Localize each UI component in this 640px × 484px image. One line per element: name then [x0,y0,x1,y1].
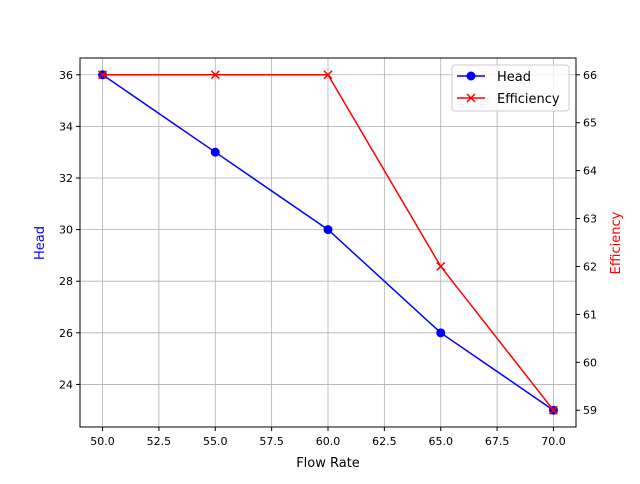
x-tick-label: 55.0 [203,435,228,448]
y-tick-label: 34 [59,120,73,133]
x-tick-label: 60.0 [316,435,341,448]
y-axis-right: 59 60 61 62 63 64 65 66 [576,69,597,417]
x-tick-label: 52.5 [147,435,172,448]
y-axis-left: 24 26 28 30 32 34 36 [59,69,80,391]
x-tick-label: 62.5 [372,435,397,448]
x-axis-label: Flow Rate [296,456,360,471]
circle-marker-icon [466,71,476,81]
legend-label-head: Head [497,70,531,85]
y-tick-label: 28 [59,275,73,288]
y2-tick-label: 64 [583,165,597,178]
legend-label-efficiency: Efficiency [497,92,560,107]
x-tick-label: 57.5 [259,435,284,448]
data-point [323,70,333,80]
y-axis-label: Head [33,226,48,260]
x-tick-label: 70.0 [541,435,566,448]
y-tick-label: 30 [59,224,73,237]
data-point [98,70,108,80]
x-tick-label: 50.0 [90,435,115,448]
y2-tick-label: 66 [583,69,597,82]
x-tick-label: 65.0 [428,435,453,448]
y-tick-label: 36 [59,69,73,82]
data-point [210,70,220,80]
legend: Head Efficiency [451,64,570,112]
y2-tick-label: 62 [583,260,597,273]
data-point [436,261,446,271]
data-point [210,147,220,157]
x-marker-icon [466,93,476,103]
y2-tick-label: 60 [583,356,597,369]
x-tick-label: 67.5 [485,435,510,448]
data-point [323,225,333,235]
data-point [548,405,558,415]
y2-tick-label: 61 [583,308,597,321]
data-point [436,328,446,338]
x-axis: 50.0 52.5 55.0 57.5 60.0 62.5 65.0 67.5 70.0 [90,427,566,448]
y-tick-label: 26 [59,327,73,340]
series [98,70,558,415]
y-tick-label: 24 [59,378,73,391]
y2-tick-label: 59 [583,404,597,417]
y2-tick-label: 65 [583,117,597,130]
y-tick-label: 32 [59,172,73,185]
y2-tick-label: 63 [583,213,597,226]
y2-axis-label: Efficiency [609,211,624,274]
